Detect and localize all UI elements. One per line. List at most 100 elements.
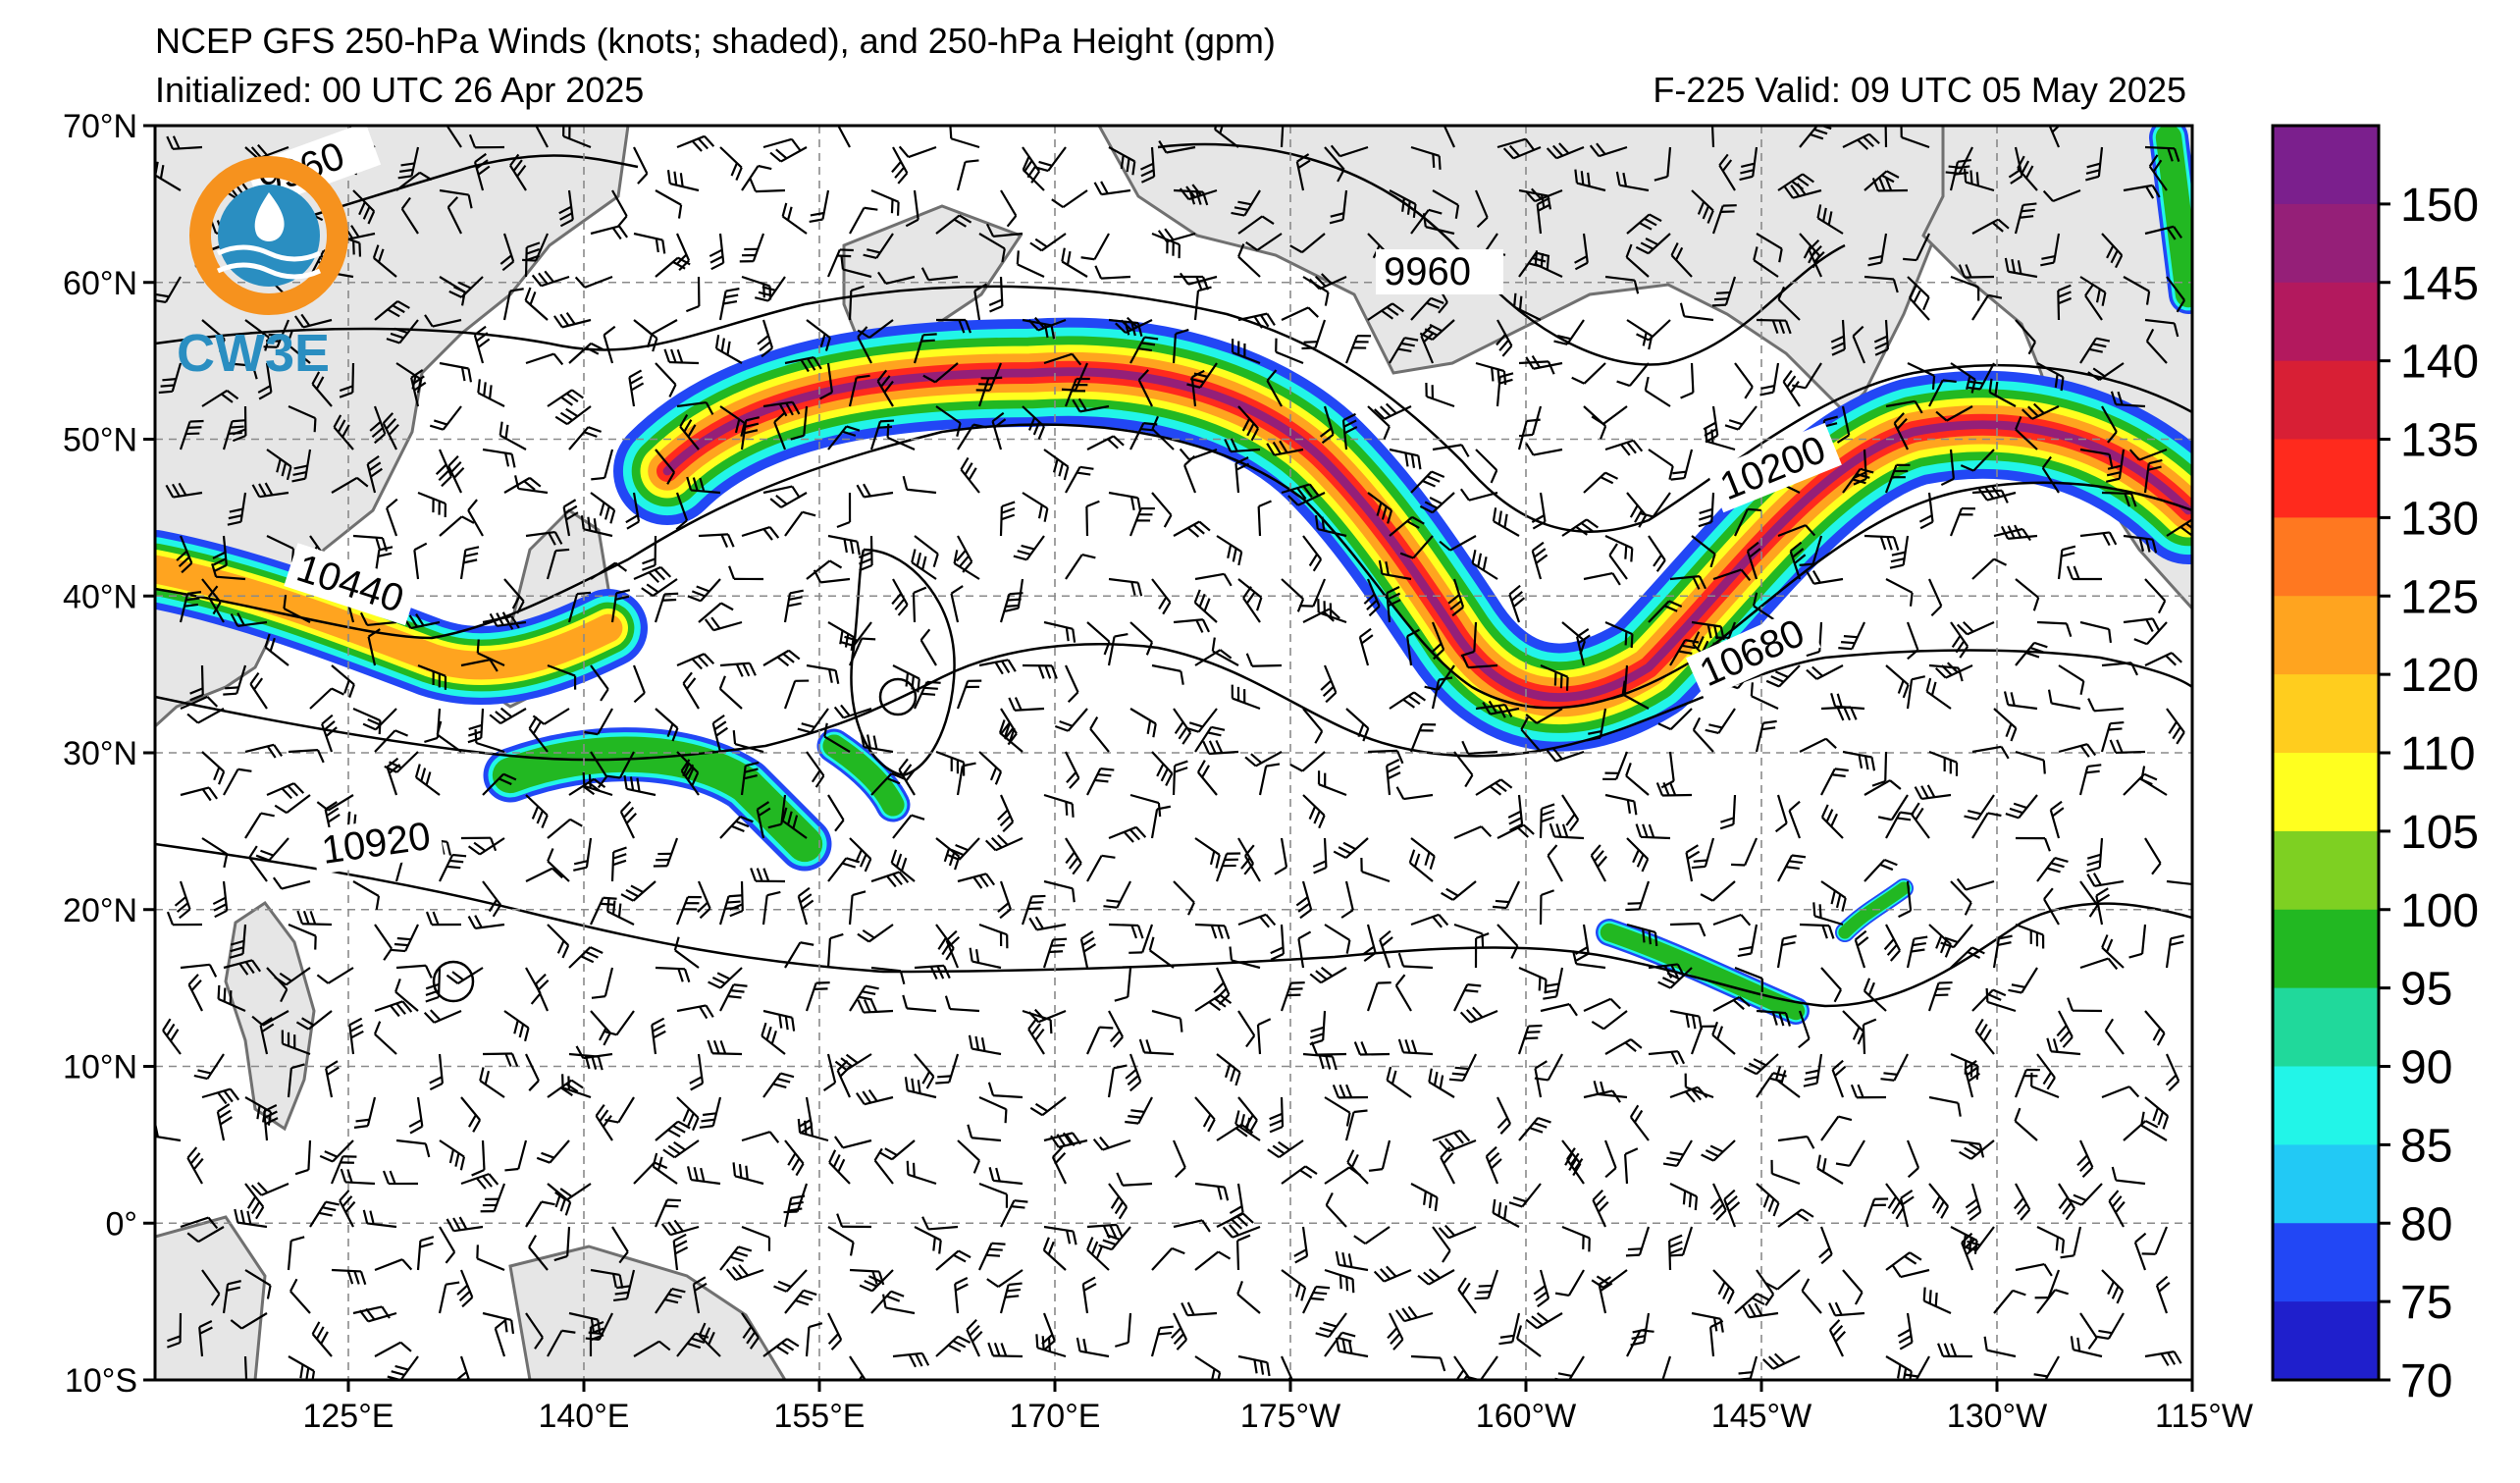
wind-barb <box>1993 708 2018 742</box>
wind-barb <box>1471 550 1498 580</box>
wind-barb <box>707 1039 743 1056</box>
wind-barb <box>524 241 541 278</box>
wind-barb <box>1093 181 1131 196</box>
wind-barb <box>655 256 691 278</box>
wind-barb <box>1257 500 1272 537</box>
wind-barb <box>1309 966 1347 984</box>
logo-ring-icon <box>189 156 348 315</box>
wind-barb <box>1746 541 1761 580</box>
wind-barb <box>1397 952 1434 970</box>
wind-barb <box>1604 439 1644 456</box>
wind-barb <box>2079 448 2114 468</box>
wind-barb <box>1709 1183 1727 1221</box>
wind-barb <box>316 967 354 984</box>
wind-barb <box>1836 405 1851 444</box>
wind-barb <box>827 534 861 556</box>
wind-barb <box>2087 362 2125 381</box>
wind-barb <box>968 1034 1002 1056</box>
wind-barb <box>1157 228 1196 243</box>
wind-barb <box>2101 662 2139 676</box>
wind-barb <box>547 389 584 407</box>
wind-barb <box>528 1235 549 1271</box>
colorbar-tick-label: 135 <box>2400 415 2479 467</box>
wind-barb <box>2078 764 2102 796</box>
wind-barb <box>374 1258 413 1272</box>
wind-barb <box>250 143 289 159</box>
wind-barb <box>1148 936 1175 969</box>
wind-barb <box>935 1249 971 1271</box>
wind-barb <box>1842 467 1874 494</box>
wind-barb <box>1151 751 1174 787</box>
wind-barb <box>2101 491 2137 507</box>
wind-barb <box>819 362 834 400</box>
wind-barb <box>1151 663 1184 685</box>
wind-barb <box>1950 621 1969 659</box>
wind-barb <box>436 720 462 753</box>
wind-barb <box>321 714 338 753</box>
wind-barb <box>1770 1159 1801 1186</box>
wind-barb <box>1963 168 1995 192</box>
wind-barb <box>467 708 485 744</box>
wind-barb <box>978 1182 1009 1208</box>
wind-barb <box>201 389 239 407</box>
wind-barb <box>1475 449 1498 484</box>
wind-barb <box>1065 465 1094 494</box>
wind-barb <box>2034 1269 2061 1299</box>
wind-barb <box>1050 1132 1088 1148</box>
wind-barb <box>395 171 433 191</box>
wind-barb <box>561 1074 592 1099</box>
wind-barb <box>467 499 484 537</box>
wind-barb <box>773 411 787 450</box>
wind-barb <box>1211 637 1239 666</box>
wind-barb <box>1539 889 1554 926</box>
wind-barb <box>1940 449 1955 487</box>
colorbar-segment <box>2273 126 2379 205</box>
wind-barb <box>1971 557 2008 580</box>
wind-barb <box>1389 515 1425 537</box>
wind-barb <box>977 376 1003 407</box>
wind-barb <box>1657 708 1693 731</box>
wind-barb <box>625 492 641 530</box>
wind-barb <box>1906 935 1928 969</box>
wind-barb <box>248 845 268 882</box>
wind-barb <box>1625 763 1650 796</box>
wind-barb <box>1950 275 1980 301</box>
wind-barb <box>1138 1038 1175 1056</box>
wind-barb <box>503 1010 530 1042</box>
contour-9960-east <box>1157 142 1846 366</box>
wind-barb <box>676 1004 714 1020</box>
wind-barb <box>1237 405 1260 442</box>
lon-tick-label: 160°W <box>1476 1398 1576 1435</box>
wind-barb <box>1604 275 1640 294</box>
wind-barb <box>1297 930 1312 969</box>
wind-barb <box>1482 700 1520 715</box>
wind-barb <box>655 966 691 982</box>
wind-barb <box>1496 823 1535 839</box>
wind-barb <box>1151 578 1172 615</box>
wind-barb <box>1461 654 1498 669</box>
wind-barb <box>366 454 383 494</box>
wind-barb <box>1453 751 1474 788</box>
colorbar-segment <box>2273 1301 2379 1381</box>
jet-band <box>662 367 2192 702</box>
wind-barb <box>708 967 743 989</box>
wind-barb <box>623 774 656 797</box>
wind-barb <box>1367 405 1391 440</box>
wind-barb <box>762 1009 796 1032</box>
wind-barb <box>489 707 527 725</box>
wind-barb <box>1151 492 1173 528</box>
wind-barb <box>987 1082 1024 1099</box>
colorbar-tick-label: 90 <box>2400 1042 2452 1094</box>
wind-barb <box>686 1166 721 1186</box>
wind-barb <box>826 248 854 278</box>
wind-barb <box>446 1216 484 1233</box>
wind-barb <box>978 233 1006 263</box>
wind-barb <box>1244 751 1283 768</box>
wind-barb <box>1880 1053 1909 1082</box>
wind-barb <box>1515 1325 1542 1357</box>
wind-barb <box>536 1139 570 1164</box>
wind-barb <box>1234 456 1250 494</box>
wind-barb <box>881 1294 916 1315</box>
wind-barb <box>1507 794 1524 832</box>
wind-barb <box>499 233 515 272</box>
